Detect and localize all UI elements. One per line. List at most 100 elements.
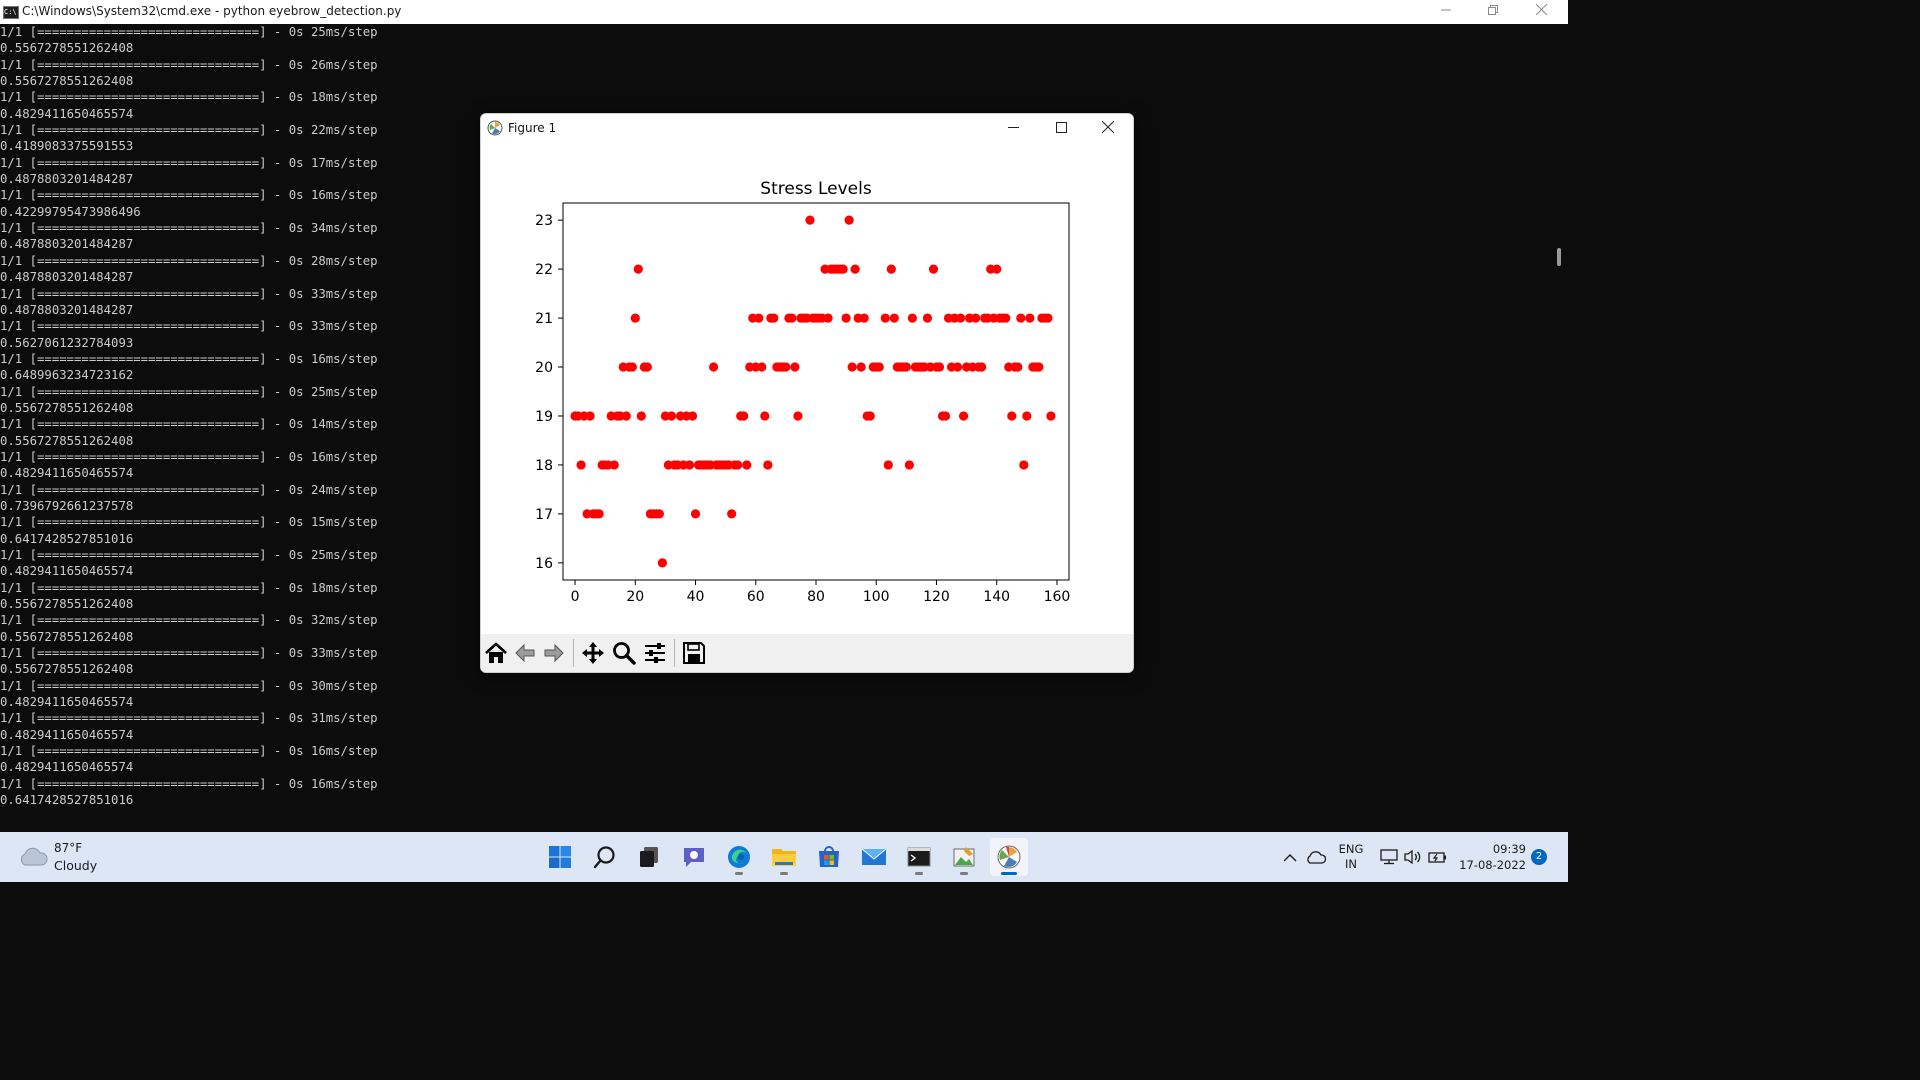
- console-line: 0.5627061232784093: [0, 335, 134, 350]
- console-output: 1/1 [==============================] - 0…: [0, 24, 1550, 809]
- data-point: [627, 362, 637, 372]
- plot-frame: [562, 202, 1070, 581]
- data-point: [684, 460, 695, 470]
- toolbar-separator: [674, 639, 675, 667]
- image-editor-button[interactable]: [945, 838, 983, 876]
- console-line: 0.4878803201484287: [0, 270, 134, 285]
- start-icon: [549, 846, 571, 868]
- weather-widget[interactable]: 87°F Cloudy: [14, 839, 124, 875]
- data-point: [636, 411, 646, 421]
- data-point: [971, 313, 981, 323]
- clock-date: 17-08-2022: [1459, 858, 1526, 872]
- show-hidden-icons-button[interactable]: [1281, 844, 1299, 870]
- data-point: [992, 264, 1002, 274]
- data-point: [760, 411, 770, 421]
- restore-icon: [1488, 5, 1498, 15]
- console-line: 1/1 [==============================] - 0…: [0, 319, 378, 334]
- data-point: [621, 411, 631, 421]
- clock-button[interactable]: 09:39 17-08-2022: [1456, 841, 1526, 873]
- x-tick-label: 80: [807, 589, 825, 605]
- data-point: [955, 313, 966, 323]
- y-tick-label: 22: [535, 262, 553, 278]
- pan-button[interactable]: [579, 638, 607, 668]
- edge-button[interactable]: [720, 838, 758, 876]
- running-indicator: [915, 872, 923, 875]
- file-explorer-icon: [772, 849, 796, 866]
- chat-button[interactable]: [675, 838, 713, 876]
- data-point: [1043, 313, 1053, 323]
- console-line: 0.6417428527851016: [0, 531, 134, 546]
- data-point: [1034, 362, 1044, 372]
- data-point: [1013, 362, 1023, 372]
- console-line: 0.4878803201484287: [0, 302, 134, 317]
- network-icon: [1380, 849, 1398, 865]
- input-language-button[interactable]: ENG IN: [1336, 842, 1366, 872]
- scatter-chart[interactable]: Stress Levels 0 20 40 60 80 100 120 140 160 16 17 18…: [481, 144, 1133, 634]
- scrollbar-thumb[interactable]: [1557, 248, 1561, 266]
- x-tick-label: 60: [747, 589, 765, 605]
- data-point: [901, 362, 911, 372]
- minimize-icon: [1007, 127, 1019, 128]
- start-button[interactable]: [541, 838, 579, 876]
- cmd-restore-button[interactable]: [1470, 0, 1516, 24]
- battery-button[interactable]: [1427, 844, 1449, 870]
- volume-button[interactable]: [1402, 844, 1424, 870]
- data-point: [1007, 411, 1017, 421]
- forward-button[interactable]: [540, 638, 568, 668]
- console-line: 1/1 [==============================] - 0…: [0, 776, 378, 791]
- data-point: [841, 313, 851, 323]
- data-point: [844, 215, 854, 225]
- data-point: [654, 509, 664, 519]
- pan-icon: [582, 642, 604, 664]
- zoom-button[interactable]: [610, 638, 638, 668]
- cmd-scrollbar[interactable]: [1550, 24, 1568, 832]
- figure-title: Figure 1: [508, 121, 557, 135]
- home-button[interactable]: [482, 638, 510, 668]
- console-line: 1/1 [==============================] - 0…: [0, 155, 378, 170]
- file-explorer-button[interactable]: [765, 838, 803, 876]
- figure-minimize-button[interactable]: [990, 114, 1036, 144]
- console-line: 1/1 [==============================] - 0…: [0, 515, 378, 530]
- plot-canvas[interactable]: Stress Levels 0 20 40 60 80 100 120 140 160 16 17 18…: [481, 144, 1133, 634]
- notification-badge[interactable]: 2: [1531, 849, 1547, 865]
- cmd-minimize-button[interactable]: [1423, 0, 1469, 24]
- console-line: 1/1 [==============================] - 0…: [0, 482, 378, 497]
- save-button[interactable]: [680, 638, 708, 668]
- onedrive-button[interactable]: [1304, 844, 1328, 870]
- figure-close-button[interactable]: [1085, 114, 1131, 144]
- image-editor-icon: [953, 847, 975, 867]
- cmd-close-button[interactable]: [1518, 0, 1564, 24]
- data-point: [633, 264, 643, 274]
- data-point: [847, 362, 857, 372]
- data-point: [889, 313, 899, 323]
- data-point: [883, 460, 893, 470]
- configure-subplots-button[interactable]: [641, 638, 669, 668]
- mail-icon: [861, 848, 887, 865]
- y-tick-label: 21: [535, 311, 553, 327]
- mail-button[interactable]: [855, 838, 893, 876]
- taskbar-search-button[interactable]: [586, 838, 624, 876]
- console-line: 0.4829411650465574: [0, 695, 134, 710]
- task-view-button[interactable]: [630, 838, 668, 876]
- data-point: [630, 313, 640, 323]
- minimize-icon: [1441, 9, 1451, 11]
- figure-titlebar[interactable]: Figure 1: [481, 114, 1133, 144]
- matplotlib-toolbar: [481, 634, 1133, 672]
- y-tick-label: 16: [535, 556, 553, 572]
- figure-maximize-button[interactable]: [1038, 114, 1084, 144]
- data-point: [576, 460, 586, 470]
- home-icon: [485, 642, 507, 663]
- matplotlib-taskbar-button[interactable]: [990, 838, 1028, 876]
- data-point: [904, 460, 914, 470]
- back-button[interactable]: [511, 638, 539, 668]
- task-view-icon: [640, 847, 658, 867]
- weather-condition: Cloudy: [54, 858, 98, 873]
- cmd-titlebar[interactable]: C:\ C:\Windows\System32\cmd.exe - python…: [0, 0, 1568, 24]
- network-button[interactable]: [1378, 844, 1400, 870]
- data-point: [886, 264, 896, 274]
- figure-window[interactable]: Figure 1 Stress Levels 0 20 40 60 80 100 120 140…: [480, 113, 1134, 673]
- terminal-button[interactable]: [900, 838, 938, 876]
- console-line: 0.5567278551262408: [0, 629, 134, 644]
- store-button[interactable]: [810, 838, 848, 876]
- console-line: 0.4878803201484287: [0, 172, 134, 187]
